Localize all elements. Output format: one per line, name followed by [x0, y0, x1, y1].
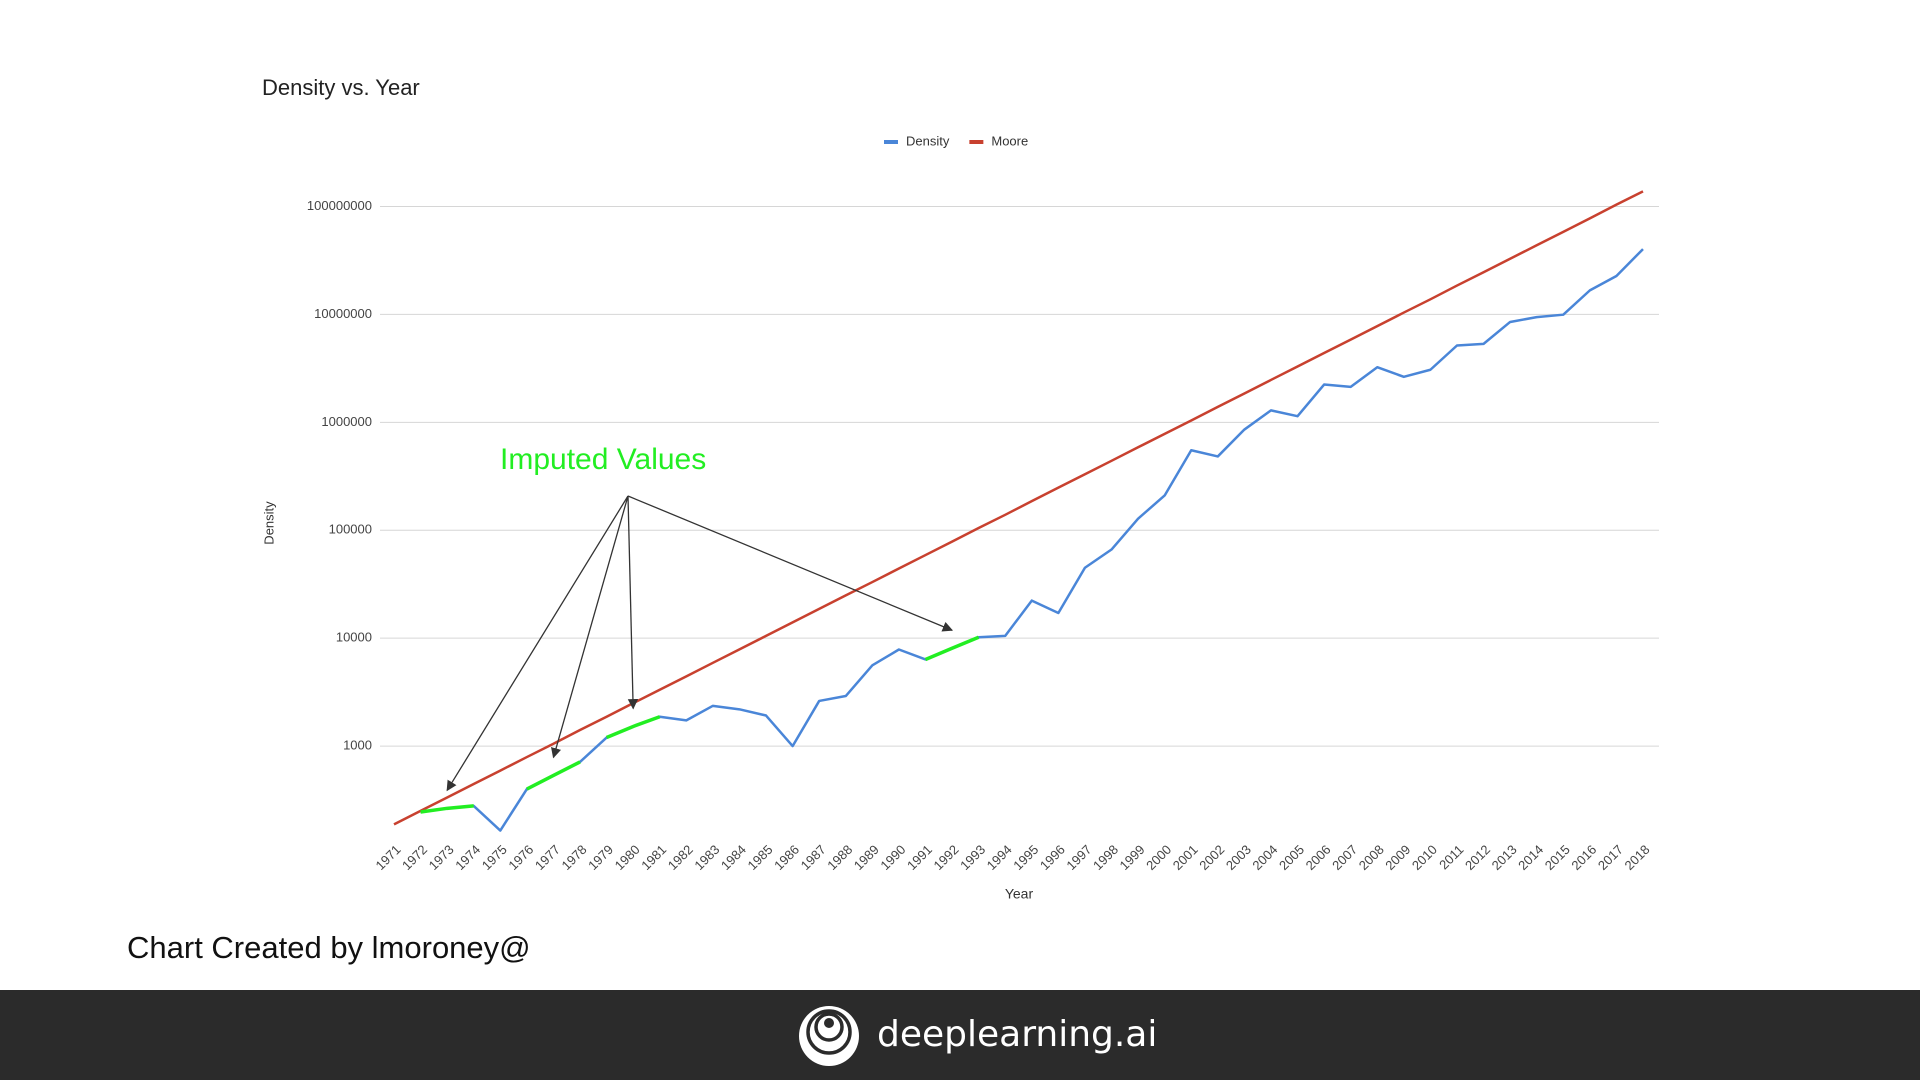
x-tick-label: 1985 — [745, 842, 776, 873]
x-tick-label: 2007 — [1329, 842, 1360, 873]
series-line — [393, 190, 1644, 826]
annotation: Imputed Values — [500, 443, 706, 476]
x-tick-label: 1981 — [638, 842, 669, 873]
x-tick-label: 1979 — [585, 842, 616, 873]
x-tick-label: 1982 — [665, 842, 696, 873]
x-tick-label: 1978 — [559, 842, 590, 873]
y-tick-label: 10000000 — [314, 306, 372, 321]
x-tick-label: 1996 — [1037, 842, 1068, 873]
x-tick-label: 2006 — [1303, 842, 1334, 873]
x-tick-label: 1991 — [904, 842, 935, 873]
x-tick-label: 1975 — [479, 842, 510, 873]
x-tick-label: 1974 — [452, 842, 483, 873]
logo — [799, 1006, 859, 1066]
x-tick-label: 2000 — [1143, 842, 1174, 873]
x-tick-label: 2005 — [1276, 842, 1307, 873]
imputed-segment — [924, 635, 980, 662]
x-tick-label: 1988 — [824, 842, 855, 873]
x-tick-label: 1971 — [372, 842, 403, 873]
x-tick-label: 1987 — [798, 842, 829, 873]
y-tick-label: 1000 — [343, 738, 372, 753]
legend-label: Density — [906, 133, 950, 148]
x-tick-label: 2016 — [1568, 842, 1599, 873]
x-tick-label: 2015 — [1542, 842, 1573, 873]
x-tick-label: 1999 — [1117, 842, 1148, 873]
x-tick-label: 2014 — [1515, 842, 1546, 873]
x-tick-label: 2010 — [1409, 842, 1440, 873]
x-tick-label: 2001 — [1170, 842, 1201, 873]
x-tick-label: 1984 — [718, 842, 749, 873]
series-line — [420, 248, 1644, 832]
y-tick-label: 100000000 — [307, 198, 372, 213]
annotation-arrow — [627, 495, 639, 710]
brand: deeplearning.ai — [877, 1014, 1157, 1055]
annotation-arrow — [551, 495, 629, 759]
caption: Chart Created by lmoroney@ — [127, 930, 531, 965]
imputed-segment — [605, 715, 661, 740]
x-tick-label: 2018 — [1621, 842, 1652, 873]
x-tick-label: 2008 — [1356, 842, 1387, 873]
x-tick-label: 1992 — [931, 842, 962, 873]
y-tick-label: 10000 — [336, 630, 372, 645]
x-tick-label: 1990 — [877, 842, 908, 873]
x-tick-label: 2002 — [1196, 842, 1227, 873]
x-tick-label: 1994 — [984, 842, 1015, 873]
x-tick-label: 2009 — [1382, 842, 1413, 873]
annotation-arrow — [627, 495, 954, 632]
x-tick-label: 2003 — [1223, 842, 1254, 873]
x-tick-label: 1993 — [957, 842, 988, 873]
y-tick-label: 100000 — [329, 522, 372, 537]
footer-bar — [0, 990, 1920, 1080]
x-tick-label: 1972 — [399, 842, 430, 873]
x-tick-label: 2011 — [1436, 842, 1466, 872]
x-tick-label: 1995 — [1010, 842, 1041, 873]
x-tick-label: 2013 — [1489, 842, 1520, 873]
x-tick-label: 1986 — [771, 842, 802, 873]
x-tick-label: 1989 — [851, 842, 882, 873]
x-tick-label: 2012 — [1462, 842, 1493, 873]
x-tick-label: 1980 — [612, 842, 643, 873]
x-tick-label: 2004 — [1249, 842, 1280, 873]
imputed-segment — [526, 760, 581, 791]
x-tick-label: 1997 — [1063, 842, 1094, 873]
y-axis-label: Density — [261, 501, 276, 545]
x-tick-label: 1976 — [505, 842, 536, 873]
chart-title: Density vs. Year — [262, 75, 420, 100]
x-tick-label: 1998 — [1090, 842, 1121, 873]
annotation-arrow — [446, 495, 629, 792]
imputed-segment — [420, 804, 474, 814]
x-tick-label: 1973 — [426, 842, 457, 873]
x-tick-label: 1977 — [532, 842, 563, 873]
x-axis-label: Year — [1005, 886, 1034, 902]
x-tick-label: 2017 — [1595, 842, 1626, 873]
y-tick-label: 1000000 — [321, 414, 372, 429]
x-tick-label: 1983 — [691, 842, 722, 873]
legend-label: Moore — [991, 133, 1028, 148]
